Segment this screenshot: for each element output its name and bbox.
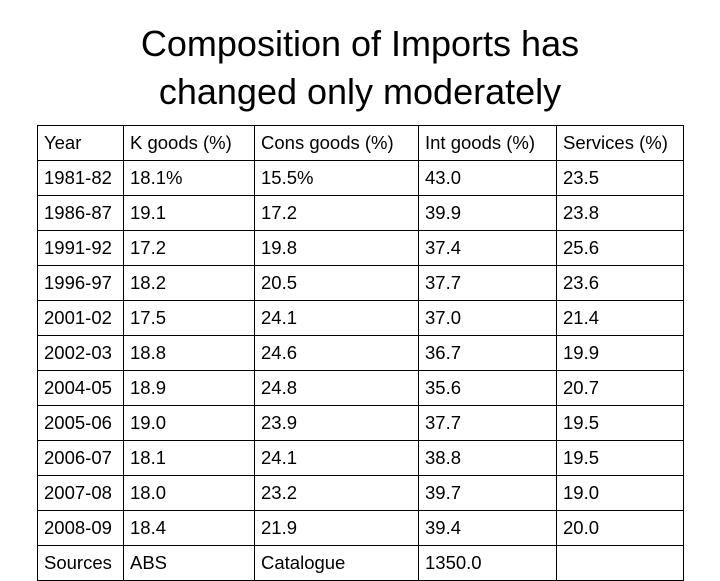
table-footer-row: Sources ABS Catalogue 1350.0 xyxy=(37,545,684,581)
cell-cons-goods: 17.2 xyxy=(254,195,419,231)
cell-k-goods: 19.1 xyxy=(123,195,255,231)
cell-int-goods: 39.7 xyxy=(418,475,557,511)
cell-cons-goods: 24.1 xyxy=(254,300,419,336)
cell-year: 2007-08 xyxy=(37,475,124,511)
table-header-row: Year K goods (%) Cons goods (%) Int good… xyxy=(37,125,684,161)
slide-title: Composition of Imports has changed only … xyxy=(0,20,720,116)
cell-cons-goods: 21.9 xyxy=(254,510,419,546)
cell-k-goods: 18.8 xyxy=(123,335,255,371)
table-row: 2008-09 18.4 21.9 39.4 20.0 xyxy=(37,510,684,546)
cell-year: 2004-05 xyxy=(37,370,124,406)
cell-cons-goods: 20.5 xyxy=(254,265,419,301)
table-row: 2007-08 18.0 23.2 39.7 19.0 xyxy=(37,475,684,511)
cell-int-goods: 36.7 xyxy=(418,335,557,371)
cell-int-goods: 37.4 xyxy=(418,230,557,266)
footer-cell-empty xyxy=(556,545,684,581)
cell-services: 19.5 xyxy=(556,405,684,441)
cell-services: 23.8 xyxy=(556,195,684,231)
cell-year: 1991-92 xyxy=(37,230,124,266)
cell-services: 21.4 xyxy=(556,300,684,336)
cell-cons-goods: 24.6 xyxy=(254,335,419,371)
cell-services: 25.6 xyxy=(556,230,684,266)
cell-int-goods: 35.6 xyxy=(418,370,557,406)
cell-cons-goods: 19.8 xyxy=(254,230,419,266)
table-row: 2004-05 18.9 24.8 35.6 20.7 xyxy=(37,370,684,406)
cell-year: 2001-02 xyxy=(37,300,124,336)
cell-year: 2005-06 xyxy=(37,405,124,441)
cell-int-goods: 39.4 xyxy=(418,510,557,546)
cell-services: 19.9 xyxy=(556,335,684,371)
cell-k-goods: 19.0 xyxy=(123,405,255,441)
cell-cons-goods: 15.5% xyxy=(254,160,419,196)
cell-int-goods: 37.0 xyxy=(418,300,557,336)
cell-services: 20.0 xyxy=(556,510,684,546)
cell-cons-goods: 23.2 xyxy=(254,475,419,511)
cell-cons-goods: 23.9 xyxy=(254,405,419,441)
cell-year: 1981-82 xyxy=(37,160,124,196)
cell-services: 23.5 xyxy=(556,160,684,196)
header-cell-services: Services (%) xyxy=(556,125,684,161)
table-row: 2002-03 18.8 24.6 36.7 19.9 xyxy=(37,335,684,371)
footer-cell-sources-label: Sources xyxy=(37,545,124,581)
table-row: 2006-07 18.1 24.1 38.8 19.5 xyxy=(37,440,684,476)
cell-k-goods: 18.2 xyxy=(123,265,255,301)
cell-year: 1986-87 xyxy=(37,195,124,231)
header-cell-k-goods: K goods (%) xyxy=(123,125,255,161)
cell-services: 19.0 xyxy=(556,475,684,511)
footer-cell-catalogue-label: Catalogue xyxy=(254,545,419,581)
imports-composition-table: Year K goods (%) Cons goods (%) Int good… xyxy=(37,125,684,581)
cell-k-goods: 18.1 xyxy=(123,440,255,476)
cell-services: 20.7 xyxy=(556,370,684,406)
table-row: 2001-02 17.5 24.1 37.0 21.4 xyxy=(37,300,684,336)
footer-cell-catalogue-number: 1350.0 xyxy=(418,545,557,581)
cell-int-goods: 39.9 xyxy=(418,195,557,231)
cell-k-goods: 17.5 xyxy=(123,300,255,336)
table-row: 1991-92 17.2 19.8 37.4 25.6 xyxy=(37,230,684,266)
table-row: 2005-06 19.0 23.9 37.7 19.5 xyxy=(37,405,684,441)
cell-year: 2002-03 xyxy=(37,335,124,371)
cell-year: 2008-09 xyxy=(37,510,124,546)
cell-k-goods: 18.4 xyxy=(123,510,255,546)
cell-cons-goods: 24.1 xyxy=(254,440,419,476)
header-cell-year: Year xyxy=(37,125,124,161)
cell-int-goods: 38.8 xyxy=(418,440,557,476)
cell-cons-goods: 24.8 xyxy=(254,370,419,406)
slide-title-line-1: Composition of Imports has xyxy=(140,23,580,64)
cell-int-goods: 37.7 xyxy=(418,265,557,301)
cell-k-goods: 18.1% xyxy=(123,160,255,196)
footer-cell-source-name: ABS xyxy=(123,545,255,581)
cell-int-goods: 37.7 xyxy=(418,405,557,441)
table-row: 1986-87 19.1 17.2 39.9 23.8 xyxy=(37,195,684,231)
cell-year: 1996-97 xyxy=(37,265,124,301)
cell-k-goods: 18.9 xyxy=(123,370,255,406)
table-row: 1981-82 18.1% 15.5% 43.0 23.5 xyxy=(37,160,684,196)
cell-services: 19.5 xyxy=(556,440,684,476)
header-cell-int-goods: Int goods (%) xyxy=(418,125,557,161)
cell-k-goods: 18.0 xyxy=(123,475,255,511)
cell-services: 23.6 xyxy=(556,265,684,301)
cell-int-goods: 43.0 xyxy=(418,160,557,196)
table-row: 1996-97 18.2 20.5 37.7 23.6 xyxy=(37,265,684,301)
header-cell-cons-goods: Cons goods (%) xyxy=(254,125,419,161)
cell-year: 2006-07 xyxy=(37,440,124,476)
cell-k-goods: 17.2 xyxy=(123,230,255,266)
slide-title-line-2: changed only moderately xyxy=(158,71,562,112)
